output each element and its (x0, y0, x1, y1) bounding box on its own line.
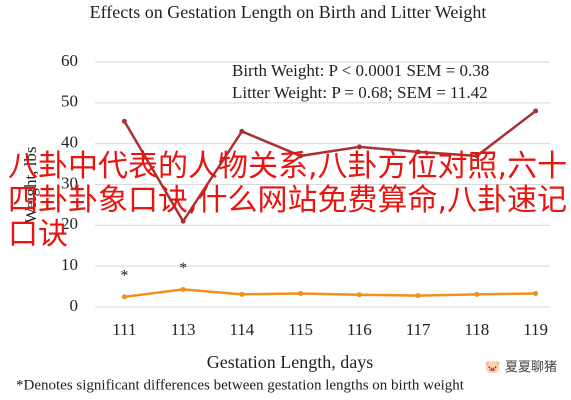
x-tick-label: 111 (112, 320, 136, 339)
point (356, 292, 362, 298)
point (298, 153, 304, 159)
x-tick-label: 118 (464, 320, 489, 339)
series-line (123, 110, 537, 224)
point (533, 291, 539, 297)
x-tick-label: 117 (406, 320, 431, 339)
y-tick-label: 0 (70, 296, 79, 315)
annotation: * (120, 267, 128, 284)
point (239, 291, 245, 297)
overlay-text: 八卦中代表的人物关系,八卦方位对照,六十四卦卦象口诀,什么网站免费算命,八卦速记… (8, 149, 568, 252)
x-axis-label: Gestation Length, days (207, 352, 373, 372)
x-tick-label: 115 (288, 320, 313, 339)
legend-label: Birth Weight: P < 0.0001 SEM = 0.38 (232, 61, 489, 80)
footnote: *Denotes significant differences between… (16, 377, 465, 393)
legend-label: Litter Weight: P = 0.68; SEM = 11.42 (232, 83, 488, 102)
y-tick-label: 60 (61, 51, 78, 70)
point (474, 153, 480, 159)
point (180, 218, 186, 224)
y-tick-label: 30 (61, 173, 78, 192)
x-tick-label: 116 (347, 320, 372, 339)
point (121, 118, 127, 124)
point (474, 291, 480, 297)
y-tick-label: 10 (61, 255, 78, 274)
annotation: * (179, 260, 187, 277)
series-line (124, 288, 536, 299)
x-tick-label: 114 (229, 320, 254, 339)
watermark-text: 夏夏聊猪 (504, 360, 557, 375)
point (356, 144, 362, 150)
point (415, 293, 421, 299)
y-tick-label: 50 (61, 92, 78, 111)
point (298, 291, 304, 297)
point (533, 108, 539, 114)
x-tick-label: 119 (523, 320, 548, 339)
y-tick-label: 20 (61, 214, 78, 233)
point (180, 286, 186, 292)
y-axis-label: Weight, lbs (21, 146, 40, 223)
y-tick-label: 40 (61, 133, 78, 152)
point (415, 149, 421, 155)
watermark: 🐷 夏夏聊猪 (484, 360, 557, 375)
x-tick-label: 113 (171, 320, 196, 339)
point (121, 294, 127, 300)
point (239, 128, 245, 134)
chart-title: Effects on Gestation Length on Birth and… (90, 2, 487, 22)
